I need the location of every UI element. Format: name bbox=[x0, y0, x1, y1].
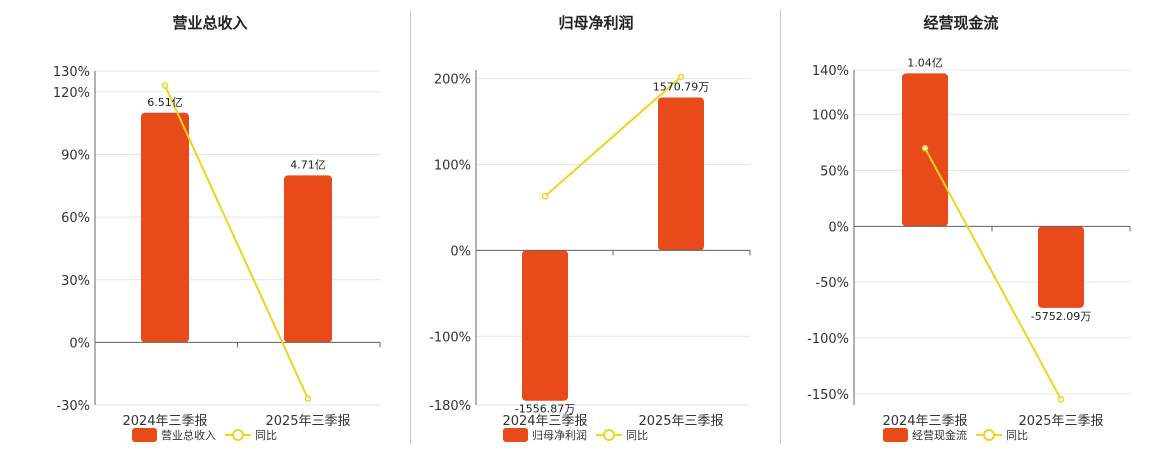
y-tick-label: -100% bbox=[807, 332, 849, 347]
legend-line-marker bbox=[225, 428, 251, 442]
bar bbox=[658, 97, 704, 251]
bar-data-label: 1.04亿 bbox=[907, 56, 943, 69]
y-tick-label: -30% bbox=[56, 399, 90, 414]
x-tick-label: 2025年三季报 bbox=[1018, 414, 1103, 429]
chart-legend[interactable]: 归母净利润 同比 bbox=[503, 427, 648, 443]
yoy-point bbox=[304, 395, 312, 402]
legend-line-label: 同比 bbox=[626, 429, 648, 442]
yoy-point bbox=[541, 193, 549, 200]
y-tick-label: -100% bbox=[429, 330, 471, 345]
legend-line-marker bbox=[976, 428, 1002, 442]
chart-canvas: -150% -100% -50% 0% 50% 100% 140% 2024年三季报 2025年… bbox=[807, 56, 1131, 429]
x-tick-label: 2025年三季报 bbox=[265, 414, 350, 429]
y-tick-label: 0% bbox=[450, 244, 471, 259]
x-tick-label: 2024年三季报 bbox=[122, 414, 207, 429]
x-tick-label: 2024年三季报 bbox=[882, 414, 967, 429]
yoy-point bbox=[161, 82, 169, 89]
bar-data-label: 4.71亿 bbox=[290, 158, 326, 171]
y-tick-label: 90% bbox=[61, 149, 90, 164]
yoy-line bbox=[924, 147, 1062, 400]
legend-bar-label: 经营现金流 bbox=[912, 429, 967, 442]
yoy-point bbox=[1057, 396, 1065, 403]
y-tick-label: 50% bbox=[820, 165, 849, 180]
legend-line-label: 同比 bbox=[1006, 429, 1028, 442]
bar bbox=[522, 250, 568, 401]
bar bbox=[284, 175, 332, 343]
bar-data-label: -1556.87万 bbox=[515, 403, 575, 416]
bar-data-label: 1570.79万 bbox=[653, 80, 710, 93]
y-tick-label: -150% bbox=[807, 388, 849, 403]
legend-line-marker bbox=[596, 428, 622, 442]
legend-bar-swatch bbox=[883, 428, 908, 442]
y-tick-label: 30% bbox=[61, 274, 90, 289]
bar-data-label: -5752.09万 bbox=[1031, 310, 1091, 323]
chart-panel-net-profit: 归母净利润 -180% -100% 0% 100% 200% 2024年三季报 2025年三… bbox=[403, 0, 789, 450]
y-tick-label: 60% bbox=[61, 211, 90, 226]
bar-data-label: 6.51亿 bbox=[147, 96, 183, 109]
legend-bar-label: 营业总收入 bbox=[161, 429, 216, 442]
x-tick-label: 2024年三季报 bbox=[502, 414, 587, 429]
chart-canvas: -30% 0% 30% 60% 90% 120% 130% 2024年三季报 2025年三季报 6… bbox=[53, 65, 381, 429]
y-tick-label: 0% bbox=[69, 336, 90, 351]
chart-canvas: -180% -100% 0% 100% 200% 2024年三季报 2025年三季报 -155… bbox=[429, 70, 751, 429]
chart-title: 经营现金流 bbox=[923, 14, 999, 32]
legend-bar-swatch bbox=[132, 428, 157, 442]
y-tick-label: 200% bbox=[434, 73, 471, 88]
chart-panel-cash-flow: 经营现金流 -150% -100% -50% 0% 50% 100% 140% 2024年三季… bbox=[768, 0, 1154, 450]
legend-bar-label: 归母净利润 bbox=[532, 429, 587, 442]
chart-title: 营业总收入 bbox=[172, 14, 248, 32]
chart-title: 归母净利润 bbox=[558, 14, 634, 32]
bar bbox=[141, 112, 189, 343]
y-tick-label: 100% bbox=[434, 158, 471, 173]
chart-legend[interactable]: 经营现金流 同比 bbox=[883, 427, 1028, 443]
x-tick-label: 2025年三季报 bbox=[638, 414, 723, 429]
y-tick-label: 0% bbox=[828, 220, 849, 235]
y-tick-label: -50% bbox=[815, 276, 849, 291]
y-tick-label: 120% bbox=[53, 86, 90, 101]
yoy-point bbox=[921, 144, 929, 152]
panel-divider bbox=[410, 10, 411, 444]
panel-divider bbox=[780, 10, 781, 444]
bar bbox=[1038, 226, 1084, 308]
legend-bar-swatch bbox=[503, 428, 528, 442]
y-tick-label: 130% bbox=[53, 65, 90, 80]
y-tick-label: 140% bbox=[812, 64, 849, 79]
yoy-point bbox=[677, 73, 685, 81]
chart-panel-revenue: 营业总收入 -30% 0% 30% 60% 90% 120% 130% 2024年三季报 202… bbox=[17, 0, 403, 450]
legend-line-label: 同比 bbox=[255, 429, 277, 442]
y-tick-label: -180% bbox=[429, 399, 471, 414]
y-tick-label: 100% bbox=[812, 109, 849, 124]
chart-legend[interactable]: 营业总收入 同比 bbox=[132, 427, 277, 443]
yoy-line bbox=[164, 85, 309, 400]
yoy-line bbox=[544, 76, 682, 198]
